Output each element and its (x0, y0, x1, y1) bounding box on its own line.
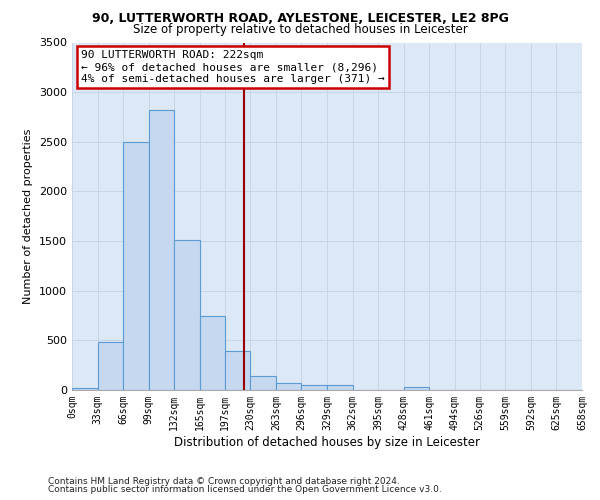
Bar (301, 384, 327, 390)
Bar (404, 387, 430, 390)
Bar (72, 388, 98, 390)
Text: Contains public sector information licensed under the Open Government Licence v3: Contains public sector information licen… (48, 485, 442, 494)
Bar (200, 316, 224, 390)
Bar (250, 376, 276, 390)
Bar (149, 110, 175, 390)
Bar (175, 240, 200, 390)
Text: 90 LUTTERWORTH ROAD: 222sqm
← 96% of detached houses are smaller (8,296)
4% of s: 90 LUTTERWORTH ROAD: 222sqm ← 96% of det… (82, 50, 385, 84)
Bar (327, 384, 353, 390)
X-axis label: Distribution of detached houses by size in Leicester: Distribution of detached houses by size … (174, 436, 480, 448)
Text: 90, LUTTERWORTH ROAD, AYLESTONE, LEICESTER, LE2 8PG: 90, LUTTERWORTH ROAD, AYLESTONE, LEICEST… (92, 12, 508, 26)
Text: Size of property relative to detached houses in Leicester: Size of property relative to detached ho… (133, 22, 467, 36)
Bar (224, 352, 250, 390)
Y-axis label: Number of detached properties: Number of detached properties (23, 128, 34, 304)
Bar (123, 142, 149, 390)
Text: Contains HM Land Registry data © Crown copyright and database right 2024.: Contains HM Land Registry data © Crown c… (48, 477, 400, 486)
Bar (276, 382, 301, 390)
Bar (98, 342, 123, 390)
